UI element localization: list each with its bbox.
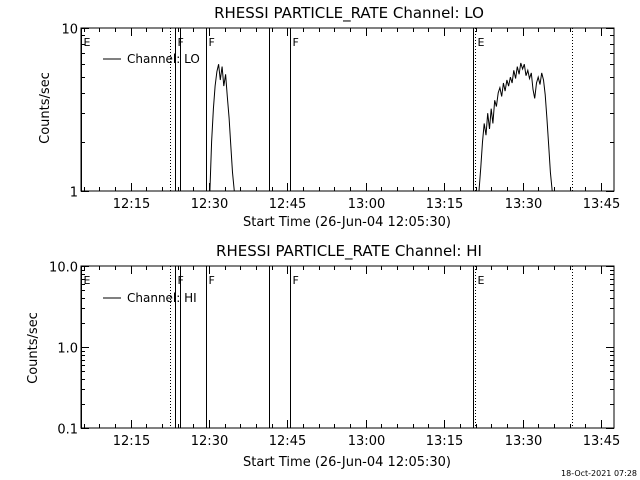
footer-timestamp: 18-Oct-2021 07:28: [561, 469, 637, 478]
x-tick-label: 12:30: [191, 434, 228, 449]
x-ticks-hi: 12:15 12:30 12:45 13:00 13:15 13:30 13:45: [84, 266, 620, 449]
event-marker-label: E: [478, 274, 485, 287]
event-marker-label: F: [293, 274, 299, 287]
event-marker-label: E: [478, 36, 485, 49]
x-tick-label: 12:30: [191, 197, 228, 212]
series-lo: [209, 62, 553, 192]
y-tick-label: 1: [70, 186, 78, 201]
panel-lo: RHESSI PARTICLE_RATE Channel: LO Counts/…: [38, 4, 620, 230]
event-marker-label: F: [209, 36, 215, 49]
x-tick-label: 13:15: [426, 197, 463, 212]
y-tick-label: 1.0: [57, 342, 78, 357]
x-axis-label-hi: Start Time (26-Jun-04 12:05:30): [243, 455, 451, 470]
plot-frame-hi: [80, 265, 615, 429]
x-tick-label: 13:00: [348, 197, 385, 212]
event-marker-label: E: [84, 274, 91, 287]
event-marker-label: F: [209, 274, 215, 287]
x-tick-label: 12:45: [269, 434, 306, 449]
x-tick-label: 12:15: [113, 197, 150, 212]
plot-frame-lo: [80, 27, 615, 192]
x-tick-label: 13:30: [505, 197, 542, 212]
x-ticks-lo: 12:15 12:30 12:45 13:00 13:15 13:30 13:45: [84, 28, 620, 212]
x-tick-label: 13:00: [348, 434, 385, 449]
x-tick-label: 12:45: [269, 197, 306, 212]
y-tick-label: 0.1: [57, 423, 78, 438]
event-marker-label: E: [84, 36, 91, 49]
x-tick-label: 13:45: [583, 197, 620, 212]
markers-hi: EFFFE: [81, 266, 573, 428]
series-line: [478, 62, 553, 192]
x-tick-label: 13:30: [505, 434, 542, 449]
x-tick-label: 13:45: [583, 434, 620, 449]
legend-hi: Channel: HI: [103, 291, 197, 305]
y-ticks-hi: 0.1 1.0 10.0: [49, 261, 614, 438]
chart-title-hi: RHESSI PARTICLE_RATE Channel: HI: [216, 242, 482, 261]
y-axis-label-lo: Counts/sec: [38, 72, 53, 144]
legend-label-hi: Channel: HI: [127, 291, 197, 305]
x-tick-label: 12:15: [113, 434, 150, 449]
event-marker-label: F: [293, 36, 299, 49]
y-tick-label: 10.0: [49, 261, 78, 276]
y-tick-label: 10: [61, 23, 78, 38]
x-tick-label: 13:15: [426, 434, 463, 449]
chart-title-lo: RHESSI PARTICLE_RATE Channel: LO: [214, 4, 484, 23]
y-ticks-lo: 1 10: [61, 23, 614, 201]
legend-lo: Channel: LO: [103, 52, 200, 66]
x-axis-label-lo: Start Time (26-Jun-04 12:05:30): [243, 215, 451, 230]
y-axis-label-hi: Counts/sec: [26, 312, 41, 384]
series-line: [209, 64, 235, 192]
legend-label-lo: Channel: LO: [127, 52, 200, 66]
panel-hi: RHESSI PARTICLE_RATE Channel: HI Counts/…: [26, 242, 620, 470]
